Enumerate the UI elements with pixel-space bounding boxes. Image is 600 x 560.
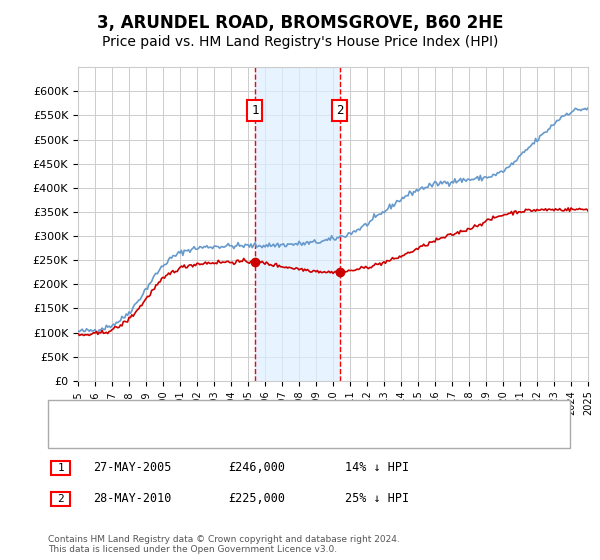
Text: 2: 2 — [57, 494, 64, 504]
Text: 1: 1 — [251, 104, 259, 117]
FancyBboxPatch shape — [51, 492, 70, 506]
Text: This data is licensed under the Open Government Licence v3.0.: This data is licensed under the Open Gov… — [48, 545, 337, 554]
Text: £225,000: £225,000 — [228, 492, 285, 505]
FancyBboxPatch shape — [51, 461, 70, 475]
Bar — [255, 67, 340, 381]
Text: 28-MAY-2010: 28-MAY-2010 — [93, 492, 172, 505]
Text: 27-MAY-2005: 27-MAY-2005 — [93, 461, 172, 474]
Text: 25% ↓ HPI: 25% ↓ HPI — [345, 492, 409, 505]
Text: £246,000: £246,000 — [228, 461, 285, 474]
Text: 3, ARUNDEL ROAD, BROMSGROVE, B60 2HE: 3, ARUNDEL ROAD, BROMSGROVE, B60 2HE — [97, 14, 503, 32]
Text: 3, ARUNDEL ROAD, BROMSGROVE, B60 2HE (detached house): 3, ARUNDEL ROAD, BROMSGROVE, B60 2HE (de… — [105, 409, 436, 419]
Text: 14% ↓ HPI: 14% ↓ HPI — [345, 461, 409, 474]
Text: 2: 2 — [336, 104, 344, 117]
Text: 1: 1 — [57, 463, 64, 473]
Text: HPI: Average price, detached house, Bromsgrove: HPI: Average price, detached house, Brom… — [105, 432, 392, 442]
Text: Price paid vs. HM Land Registry's House Price Index (HPI): Price paid vs. HM Land Registry's House … — [102, 35, 498, 49]
Text: Contains HM Land Registry data © Crown copyright and database right 2024.: Contains HM Land Registry data © Crown c… — [48, 535, 400, 544]
